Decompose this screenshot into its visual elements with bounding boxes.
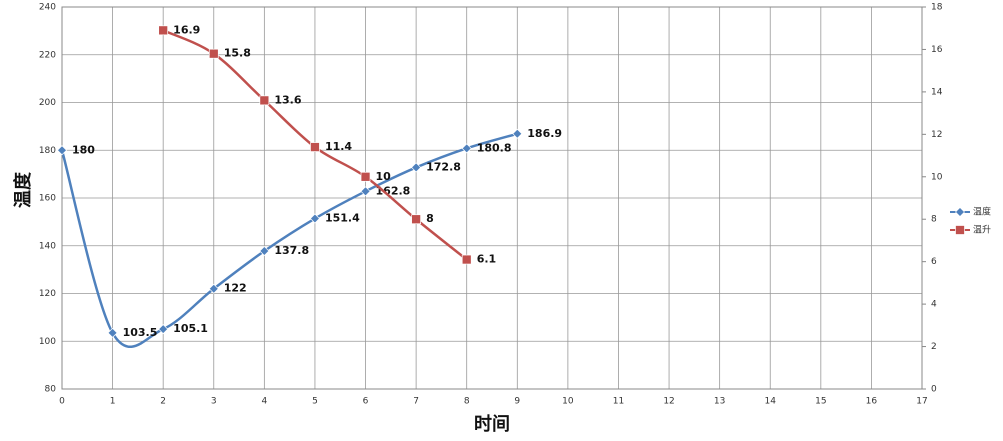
y-tick-label: 100 [39,337,56,347]
data-label: 15.8 [224,47,251,60]
point [310,142,320,152]
point [360,171,371,182]
data-label: 122 [224,282,247,295]
point [208,48,219,59]
y2-tick-label: 16 [931,45,943,55]
point [57,145,67,156]
point [158,324,169,335]
y-tick-label: 240 [39,3,56,13]
data-label: 137.8 [274,244,309,257]
x-tick-label: 8 [464,397,470,407]
x-tick-label: 3 [211,397,217,407]
x-tick-label: 6 [363,397,369,407]
x-tick-label: 9 [514,397,520,407]
y2-tick-label: 14 [931,87,943,97]
point [309,213,320,224]
point [411,162,422,173]
y-tick-label: 220 [39,50,56,60]
point [208,283,219,294]
data-label: 103.5 [123,326,158,339]
point [461,254,472,265]
data-label: 10 [376,170,392,183]
plot-border [61,6,923,390]
data-label: 11.4 [325,140,352,153]
y2-tick-label: 10 [931,172,943,182]
x-tick-label: 15 [815,397,826,407]
data-label: 13.6 [274,93,301,106]
data-label: 6.1 [477,253,497,266]
y2-tick-label: 6 [931,257,937,267]
x-tick-label: 4 [261,397,267,407]
x-tick-label: 5 [312,397,318,407]
y-tick-label: 160 [39,194,56,204]
legend-marker [955,207,965,217]
x-tick-label: 10 [562,397,574,407]
y2-tick-label: 8 [931,215,937,225]
x-tick-label: 1 [110,397,116,407]
x-tick-label: 14 [765,397,777,407]
y2-tick-label: 2 [931,342,937,352]
point [411,214,421,225]
data-label: 105.1 [173,322,208,335]
x-axis-title: 时间 [474,414,510,435]
point [259,246,270,256]
y2-tick-label: 0 [931,385,937,395]
point [259,95,270,106]
y-tick-label: 120 [39,289,56,299]
legend-marker [955,225,965,235]
y2-tick-label: 18 [931,3,943,13]
x-tick-label: 7 [413,397,419,407]
x-tick-label: 16 [866,397,878,407]
y-tick-label: 200 [39,98,56,108]
x-tick-label: 2 [160,397,166,407]
y2-tick-label: 12 [931,130,942,140]
point [461,143,472,154]
data-label: 151.4 [325,212,360,225]
legend-label: 温升 [973,225,991,236]
y-axis-title: 温度 [12,171,34,208]
y2-tick-label: 4 [931,300,937,310]
data-label: 162.8 [376,184,411,197]
x-tick-label: 13 [714,397,725,407]
data-label: 16.9 [173,23,200,36]
x-tick-label: 0 [59,397,65,407]
y-tick-label: 140 [39,241,56,251]
y-tick-label: 80 [45,385,57,395]
point [107,327,118,338]
x-tick-label: 17 [916,397,927,407]
point [360,186,371,197]
point [158,25,169,36]
point [512,128,523,139]
data-label: 172.8 [426,160,461,173]
x-tick-label: 11 [613,397,624,407]
data-label: 180.8 [477,141,512,154]
x-tick-label: 12 [663,397,674,407]
data-label: 186.9 [527,127,562,140]
data-label: 180 [72,143,95,156]
data-label: 8 [426,212,434,225]
legend-label: 温度 [973,206,991,218]
y-tick-label: 180 [39,146,56,156]
